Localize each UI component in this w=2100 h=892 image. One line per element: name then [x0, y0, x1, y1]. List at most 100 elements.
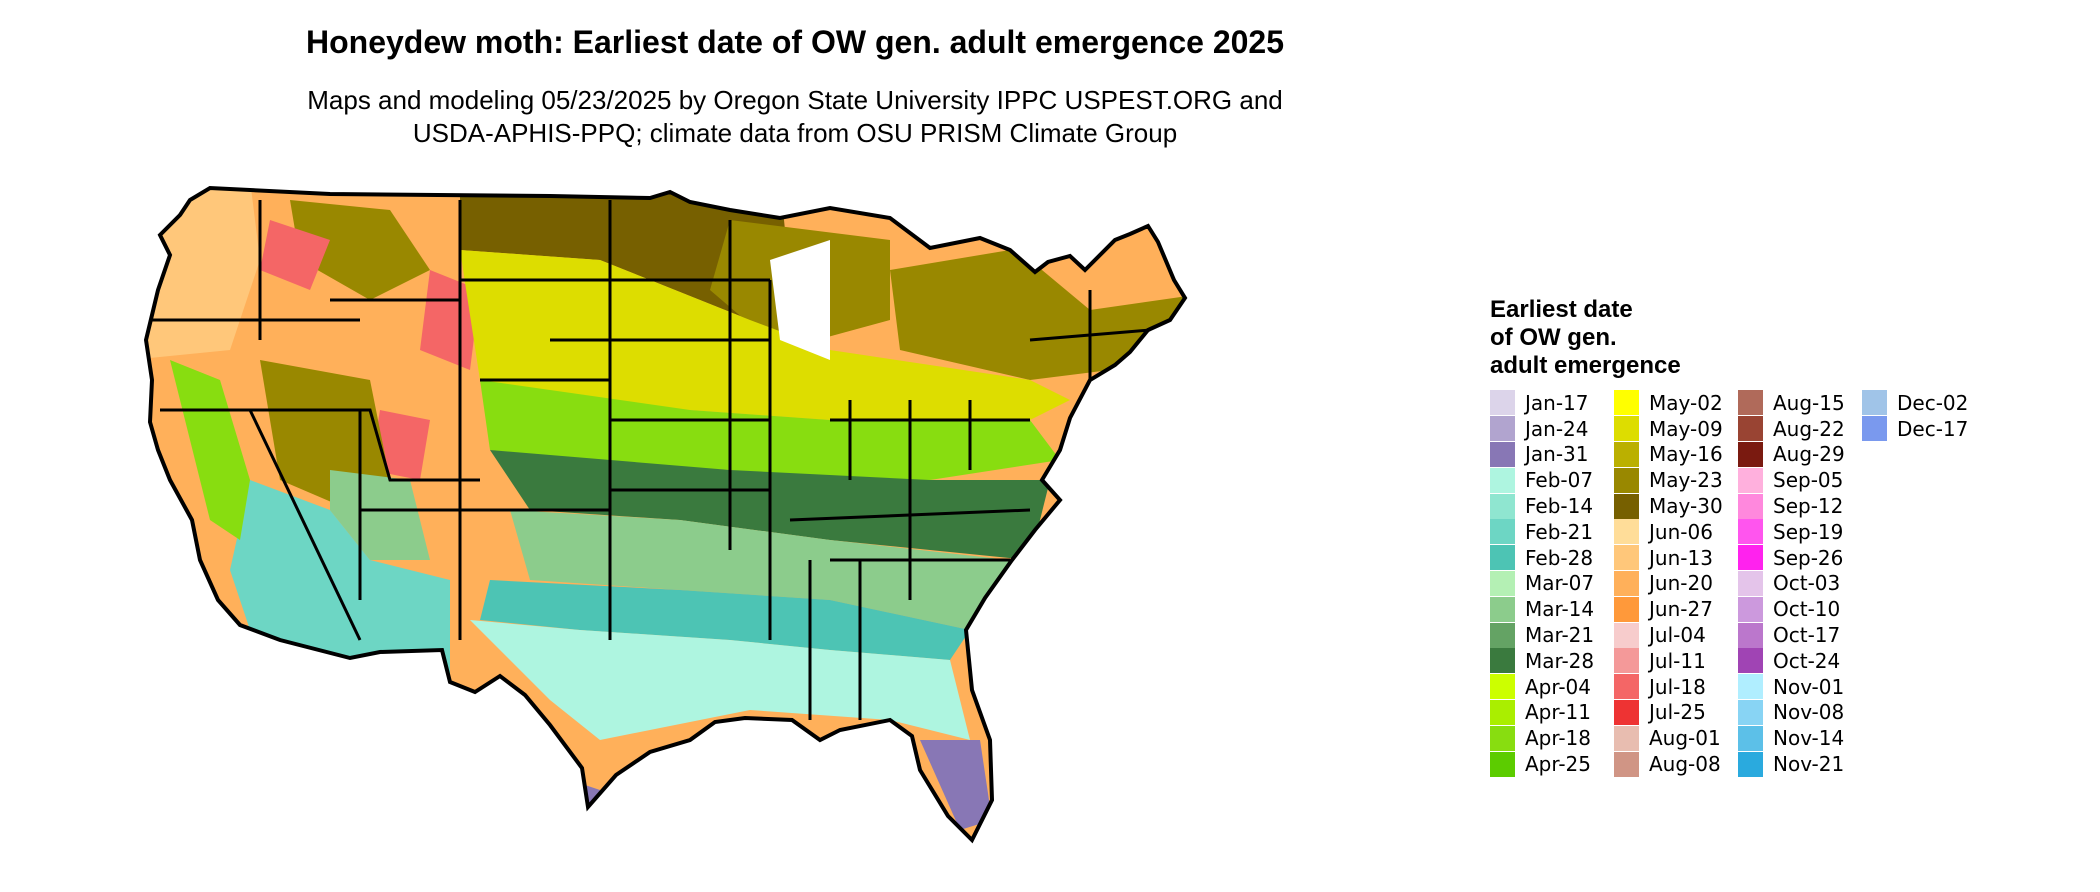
legend-swatch	[1614, 751, 1639, 777]
legend-label: Feb-14	[1525, 494, 1594, 519]
legend-swatch	[1614, 596, 1639, 622]
legend-title-line-3: adult emergence	[1490, 352, 1681, 379]
legend-label: Aug-22	[1773, 416, 1845, 441]
legend-swatch	[1738, 570, 1763, 596]
zone-gulf-coast	[470, 620, 970, 740]
legend-label: Oct-24	[1773, 648, 1841, 673]
legend-item: Aug-29	[1738, 441, 1845, 468]
legend-item: Jan-17	[1490, 390, 1594, 416]
legend-label: Jun-20	[1649, 571, 1713, 596]
legend-label: Nov-14	[1773, 726, 1845, 751]
legend-swatch	[1614, 699, 1639, 725]
legend-item: Nov-01	[1738, 674, 1845, 700]
legend-item: Feb-14	[1490, 493, 1594, 519]
legend-label: Dec-02	[1897, 390, 1969, 415]
state-line-3	[160, 408, 480, 482]
legend-item: Mar-07	[1490, 570, 1594, 597]
legend-label: Mar-28	[1525, 648, 1595, 673]
zone-great-lakes-water	[770, 240, 830, 360]
zone-northern-plains	[460, 188, 790, 320]
legend-swatch	[1490, 493, 1515, 519]
legend-swatch	[1738, 467, 1763, 493]
state-line-10	[360, 508, 612, 640]
legend-swatch	[1614, 725, 1639, 751]
legend-item: Jul-11	[1614, 648, 1723, 674]
legend-item: Dec-17	[1862, 416, 1968, 442]
legend-label: Aug-29	[1773, 442, 1845, 467]
legend-item: Sep-12	[1738, 493, 1845, 519]
legend-label: Oct-03	[1773, 571, 1841, 596]
legend-item: Jun-27	[1614, 596, 1723, 622]
legend-swatch	[1614, 441, 1639, 467]
us-emergence-map	[144, 186, 1187, 842]
legend-label: Sep-26	[1773, 545, 1844, 570]
legend-item: Apr-18	[1490, 725, 1594, 751]
legend-column-4: Dec-02 Dec-17	[1862, 390, 1968, 442]
legend-label: Apr-25	[1525, 752, 1591, 777]
legend-label: Nov-21	[1773, 752, 1845, 777]
legend-item: Jun-06	[1614, 519, 1723, 545]
zone-great-basin	[260, 360, 390, 510]
zone-gulf	[480, 580, 970, 660]
legend-swatch	[1490, 545, 1515, 571]
legend-label: Aug-15	[1773, 390, 1845, 415]
legend-column-2: May-02 May-09 May-16 May-23 May-30 Jun-06 Jun-…	[1614, 390, 1723, 777]
legend-swatch	[1490, 467, 1515, 493]
legend-item: Nov-14	[1738, 725, 1845, 751]
legend-item: May-09	[1614, 416, 1723, 442]
legend-item: Jan-31	[1490, 441, 1594, 468]
legend-swatch	[1738, 416, 1763, 442]
legend-item: Dec-02	[1862, 390, 1968, 416]
legend-swatch	[1614, 416, 1639, 442]
state-line-4	[248, 409, 362, 641]
legend-item: Aug-08	[1614, 751, 1723, 777]
legend-column-1: Jan-17 Jan-24 Jan-31 Feb-07 Feb-14 Feb-21 Feb-…	[1490, 390, 1594, 777]
legend-label: Jul-25	[1649, 700, 1706, 725]
legend-item: May-02	[1614, 390, 1723, 416]
legend-label: Jun-06	[1649, 519, 1713, 544]
legend-label: Nov-01	[1773, 674, 1845, 699]
legend-item: Apr-04	[1490, 674, 1594, 700]
legend-item: Jun-20	[1614, 570, 1723, 597]
legend-label: Oct-10	[1773, 597, 1841, 622]
legend-label: Jun-27	[1649, 597, 1713, 622]
legend-label: Jan-24	[1525, 416, 1589, 441]
legend-item: Feb-28	[1490, 545, 1594, 571]
legend-label: Feb-21	[1525, 519, 1594, 544]
legend-item: Nov-21	[1738, 751, 1845, 777]
legend-item: Sep-19	[1738, 519, 1845, 545]
legend-item: Mar-21	[1490, 622, 1594, 648]
map-title: Honeydew moth: Earliest date of OW gen. …	[305, 24, 1284, 60]
legend-label: Mar-21	[1525, 623, 1595, 648]
legend-item: Jun-13	[1614, 545, 1723, 571]
legend-item: Aug-15	[1738, 390, 1845, 416]
legend-label: May-02	[1649, 390, 1723, 415]
legend-label: Jan-31	[1525, 442, 1589, 467]
legend-item: Oct-24	[1738, 648, 1845, 674]
legend-swatch	[1614, 674, 1639, 700]
legend-swatch	[1490, 648, 1515, 674]
legend-swatch	[1490, 622, 1515, 648]
legend-swatch	[1738, 699, 1763, 725]
legend-item: Apr-25	[1490, 751, 1594, 777]
legend-label: Mar-14	[1525, 597, 1595, 622]
legend-swatch	[1490, 699, 1515, 725]
legend-swatch	[1490, 751, 1515, 777]
legend-swatch	[1614, 648, 1639, 674]
legend-label: Apr-11	[1525, 700, 1591, 725]
legend-label: May-23	[1649, 468, 1723, 493]
legend-item: Mar-14	[1490, 596, 1594, 622]
legend-swatch	[1738, 725, 1763, 751]
legend-label: Jan-17	[1525, 390, 1589, 415]
legend-title-line-1: Earliest date	[1490, 296, 1633, 323]
legend-label: Dec-17	[1897, 416, 1969, 441]
legend-swatch	[1738, 545, 1763, 571]
legend-label: May-16	[1649, 442, 1723, 467]
legend-swatch	[1738, 648, 1763, 674]
legend-swatch	[1614, 545, 1639, 571]
legend-label: Sep-12	[1773, 494, 1844, 519]
legend-label: Jul-18	[1649, 674, 1706, 699]
legend-item: Aug-22	[1738, 416, 1845, 442]
subtitle-line-2: USDA-APHIS-PPQ; climate data from OSU PR…	[412, 118, 1178, 148]
legend-swatch	[1738, 493, 1763, 519]
